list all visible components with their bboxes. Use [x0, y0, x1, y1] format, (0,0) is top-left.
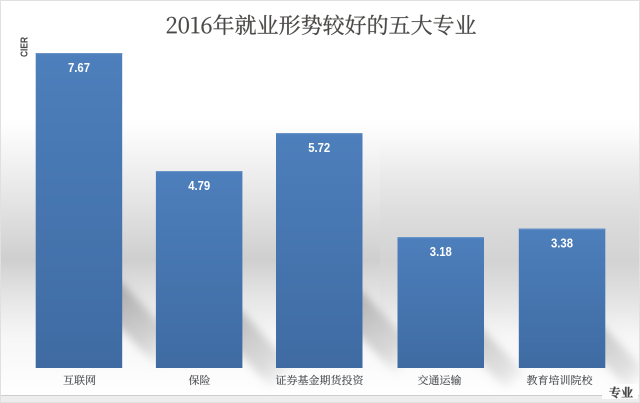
- svg-text:3.18: 3.18: [430, 245, 452, 259]
- svg-text:3.38: 3.38: [551, 237, 573, 251]
- svg-text:CIER: CIER: [18, 37, 30, 57]
- svg-text:4.79: 4.79: [188, 179, 210, 193]
- svg-text:7.67: 7.67: [68, 61, 90, 75]
- svg-text:5.72: 5.72: [308, 141, 330, 155]
